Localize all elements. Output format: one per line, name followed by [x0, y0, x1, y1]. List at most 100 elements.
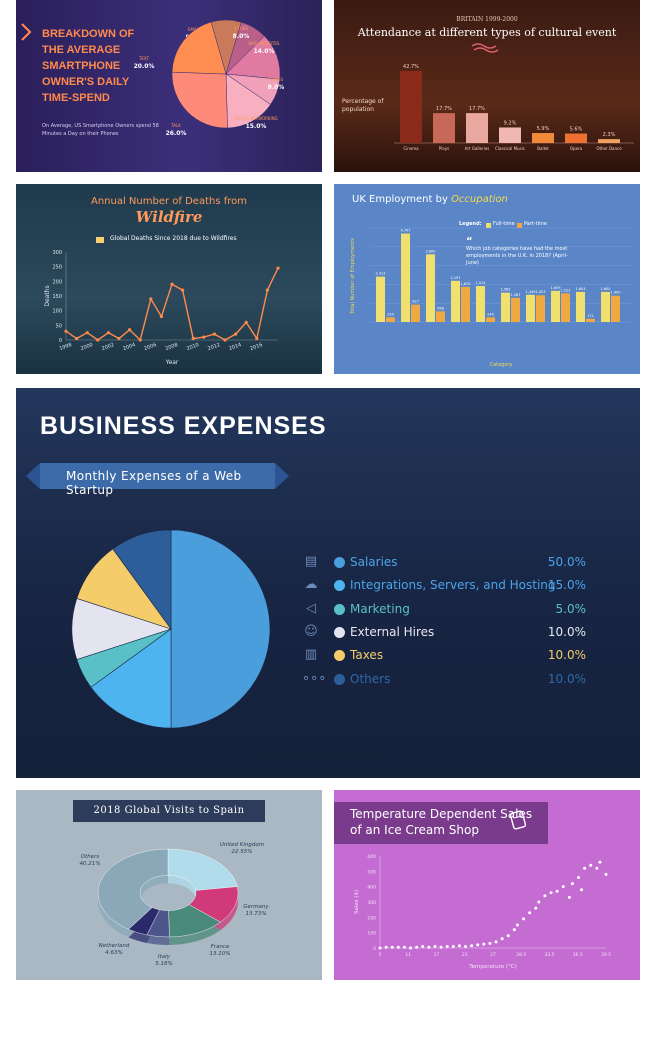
bar-value: 1,523 [560, 288, 570, 292]
bar [561, 293, 570, 322]
data-point [149, 297, 153, 301]
wildfire-infographic: Annual Number of Deaths from Wildfire 0 5… [16, 184, 322, 374]
slice-label: France [211, 944, 230, 950]
bar [598, 139, 620, 143]
bar-value: 1,287 [510, 293, 520, 297]
data-point [202, 335, 206, 339]
bar [451, 280, 460, 322]
bar [400, 70, 422, 143]
bar-value: 5.6% [570, 127, 583, 133]
bar [499, 127, 521, 143]
pie-slice [112, 529, 172, 630]
data-point [567, 895, 571, 899]
x-tick-label: 2002 [101, 342, 115, 352]
legend-dot [334, 580, 345, 592]
category-label: Plays [439, 146, 449, 151]
data-point [464, 944, 468, 948]
slice-value: 13.73% [246, 911, 267, 917]
employment-note: Which job categories have had the most e… [466, 246, 568, 266]
x-tick-label: 2016 [249, 342, 263, 352]
data-point [494, 940, 498, 944]
bar [511, 297, 520, 322]
x-tick-label: 2006 [143, 342, 157, 352]
y-tick-label: 400 [367, 885, 376, 891]
bar-value: 17.7% [469, 106, 485, 112]
slice-value: 40.21% [80, 861, 101, 867]
bar-value: 1,562 [500, 288, 510, 292]
data-point [439, 945, 443, 949]
bar [386, 317, 395, 322]
bar-value: 1,870 [460, 282, 470, 286]
legend-item: ☺ External Hires 10.0% [302, 623, 586, 643]
bar-value: 245 [487, 312, 494, 316]
legend-item: ☁ Integrations, Servers, and Hosting 15.… [302, 576, 587, 596]
business-expenses-infographic: BUSINESS EXPENSES Monthly Expenses of a … [16, 388, 640, 778]
data-point [506, 934, 510, 938]
data-point [534, 906, 538, 910]
slice-value: 14.0% [254, 48, 275, 55]
donut-slice [97, 848, 169, 930]
data-point [451, 944, 455, 948]
data-point [244, 320, 248, 324]
data-point [409, 946, 413, 950]
data-point [75, 336, 79, 341]
pie-slice [90, 628, 172, 729]
legend-label: Salaries [350, 555, 398, 569]
category-label: Ballet [537, 146, 549, 151]
data-point [445, 944, 449, 948]
svg-text:.: . [36, 157, 37, 161]
y-tick-label: 200 [52, 279, 62, 285]
receipt-icon: ▥ [304, 647, 318, 663]
donut-top [97, 848, 239, 938]
bar [551, 290, 560, 322]
legend-dot [334, 626, 345, 638]
data-point [488, 941, 492, 945]
y-tick-label: 100 [367, 931, 376, 937]
employment-title: UK Employment by Occupation [352, 194, 508, 205]
data-point [85, 331, 89, 335]
data-point [570, 882, 574, 886]
bar-value: 1,600 [600, 287, 610, 291]
data-point [276, 266, 280, 270]
bar-value: 3,600 [425, 249, 435, 253]
category-label: Classical Music [495, 146, 525, 151]
bar [401, 233, 410, 322]
bar-value: 4,707 [400, 229, 410, 233]
legend-dot [334, 557, 345, 568]
data-point [64, 329, 68, 333]
bar [466, 113, 488, 143]
data-point [255, 336, 259, 341]
legend-fulltime-label: Full-time [493, 221, 515, 227]
legend-value: 15.0% [547, 578, 586, 593]
x-tick-label: 17 [434, 952, 440, 958]
y-axis-label: Deaths [44, 285, 51, 306]
donut-slice [167, 848, 238, 891]
legend-swatch [96, 237, 104, 243]
slice-value: 5.18% [155, 961, 172, 967]
pie-slice [170, 529, 271, 729]
data-point [138, 338, 142, 342]
bar [586, 318, 595, 322]
employment-legend-label: Legend: [459, 221, 482, 227]
legend-value: 10.0% [547, 624, 586, 639]
attendance-ylabel: Percentage of population [342, 98, 384, 113]
ribbon-banner: Monthly Expenses of a Web Startup [40, 463, 275, 497]
legend-value: 5.0% [555, 601, 587, 616]
icecream-title: Temperature Dependent Sales of an Ice Cr… [350, 807, 533, 837]
data-point [378, 946, 382, 950]
legend-fulltime-swatch [486, 223, 491, 228]
data-point [128, 328, 132, 332]
smartphone-title: Breakdown of the Average Smartphone Owne… [42, 28, 135, 104]
data-point [580, 888, 584, 892]
bar-value: 2,413 [375, 272, 385, 276]
category-label: Cinema [403, 146, 419, 151]
data-point [402, 945, 406, 949]
bar [433, 113, 455, 143]
y-tick-label: 100 [52, 309, 62, 315]
legend-item: ▤ Salaries 50.0% [302, 553, 586, 573]
bar [565, 133, 587, 143]
y-tick-label: 50 [56, 323, 62, 329]
slice-label: Italy [158, 954, 171, 960]
data-point [528, 911, 532, 915]
data-point [191, 336, 195, 341]
